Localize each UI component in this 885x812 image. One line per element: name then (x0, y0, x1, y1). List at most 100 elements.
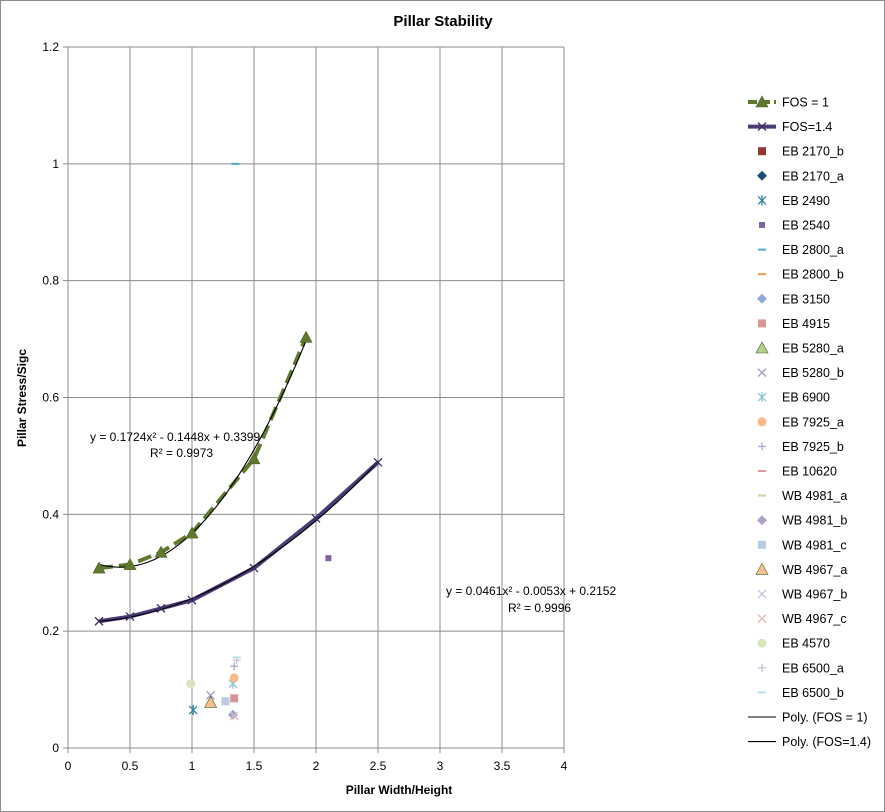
legend-item-eb-6500-b: EB 6500_b (758, 686, 844, 700)
y-tick-label: 1 (52, 157, 59, 171)
legend-item-eb-6500-a: EB 6500_a (758, 661, 844, 675)
legend-swatch-eb-5280-a (755, 341, 769, 354)
legend-item-eb-2490: EB 2490 (757, 194, 830, 208)
legend-swatch-fos-1 (755, 95, 769, 108)
point-eb-4570 (186, 679, 196, 689)
legend-swatch-wb-4967-b (757, 589, 767, 599)
point-fos-1-4 (156, 603, 166, 613)
legend-label-eb-7925-a: EB 7925_a (782, 415, 844, 429)
legend-swatch-eb-6500-a (758, 663, 766, 672)
legend-item-eb-2540: EB 2540 (759, 219, 830, 233)
point-fos-1 (123, 557, 137, 570)
point-eb-7925-b (230, 662, 239, 671)
chart-title: Pillar Stability (393, 13, 493, 30)
legend-label-eb-2170-a: EB 2170_a (782, 169, 844, 183)
x-tick-label: 2 (313, 759, 320, 773)
legend-swatch-wb-4967-a (755, 562, 769, 575)
legend-label-poly-fos-1-4: Poly. (FOS=1.4) (782, 735, 871, 749)
x-tick-label: 0 (65, 759, 72, 773)
point-fos-1-4 (311, 513, 321, 523)
point-fos-1 (154, 545, 168, 558)
legend-swatch-eb-2540 (759, 222, 765, 228)
y-tick-label: 0.6 (42, 391, 59, 405)
legend-label-eb-2540: EB 2540 (782, 219, 830, 233)
y-tick-label: 0.8 (42, 274, 59, 288)
legend-swatch-eb-7925-a (757, 417, 767, 427)
legend-item-eb-2170-b: EB 2170_b (758, 145, 844, 159)
x-tick-label: 4 (561, 759, 568, 773)
legend-swatch-fos-1-4 (757, 122, 767, 132)
trendline-r2-fos14: R² = 0.9996 (508, 601, 571, 615)
legend-label-fos-1: FOS = 1 (782, 96, 829, 110)
trendline-equation-fos14: y = 0.0461x² - 0.0053x + 0.2152 (446, 584, 616, 598)
legend-swatch-wb-4981-b (757, 515, 767, 526)
legend-label-eb-4570: EB 4570 (782, 637, 830, 651)
legend: FOS = 1 FOS=1.4 EB 2170_b EB 2170_a EB 2490 E… (748, 95, 871, 749)
legend-item-eb-4570: EB 4570 (757, 637, 830, 651)
point-fos-1 (299, 330, 313, 343)
legend-label-eb-2490: EB 2490 (782, 194, 830, 208)
point-fos-1-4 (94, 616, 104, 626)
legend-item-eb-3150: EB 3150 (757, 292, 830, 306)
x-tick-label: 2.5 (370, 759, 387, 773)
point-eb-5280-b (206, 690, 216, 700)
point-fos-1-4 (249, 563, 259, 573)
series-line-fos-1 (98, 336, 308, 571)
legend-item-wb-4967-b: WB 4967_b (757, 588, 847, 602)
point-eb-4915 (230, 694, 239, 703)
legend-label-eb-2800-b: EB 2800_b (782, 268, 844, 282)
point-wb-4967-a (204, 695, 218, 708)
legend-item-eb-10620: EB 10620 (758, 465, 837, 479)
trendline-poly-fos-1-4 (98, 461, 379, 622)
point-fos-1 (185, 526, 199, 539)
legend-label-poly-fos-1: Poly. (FOS = 1) (782, 711, 868, 725)
point-eb-2540 (325, 555, 332, 562)
legend-swatch-eb-4570 (757, 638, 767, 648)
legend-item-wb-4981-a: WB 4981_a (758, 489, 847, 503)
legend-label-eb-6500-a: EB 6500_a (782, 661, 844, 675)
y-tick-label: 0.4 (42, 507, 59, 521)
point-fos-1-4 (373, 457, 383, 467)
gridlines (68, 46, 565, 748)
legend-item-fos-1-4: FOS=1.4 (748, 120, 832, 134)
legend-item-eb-2800-a: EB 2800_a (758, 243, 844, 257)
x-tick-label: 3.5 (494, 759, 511, 773)
legend-item-fos-1: FOS = 1 (748, 95, 829, 110)
y-tick-label: 0 (52, 741, 59, 755)
legend-swatch-eb-2490 (757, 195, 767, 206)
legend-label-eb-6900: EB 6900 (782, 391, 830, 405)
legend-swatch-eb-2170-a (757, 170, 767, 181)
y-tick-label: 0.2 (42, 624, 59, 638)
point-fos-1-4 (187, 595, 197, 605)
legend-swatch-eb-6900 (757, 392, 767, 403)
legend-label-wb-4981-b: WB 4981_b (782, 514, 847, 528)
legend-swatch-eb-4915 (758, 319, 766, 328)
x-axis-title: Pillar Width/Height (346, 783, 453, 797)
y-axis-title: Pillar Stress/Sigc (15, 349, 29, 447)
legend-label-wb-4981-c: WB 4981_c (782, 538, 847, 552)
legend-label-wb-4967-c: WB 4967_c (782, 612, 847, 626)
legend-label-eb-6500-b: EB 6500_b (782, 686, 844, 700)
x-tick-label: 1.5 (246, 759, 263, 773)
legend-label-eb-10620: EB 10620 (782, 465, 837, 479)
legend-item-wb-4981-c: WB 4981_c (758, 538, 847, 552)
legend-swatch-eb-3150 (757, 293, 767, 304)
y-tick-label: 1.2 (42, 40, 59, 54)
legend-item-wb-4967-c: WB 4967_c (757, 612, 847, 626)
legend-item-wb-4967-a: WB 4967_a (755, 562, 847, 577)
legend-label-fos-1-4: FOS=1.4 (782, 120, 832, 134)
x-tick-label: 1 (189, 759, 196, 773)
legend-item-wb-4981-b: WB 4981_b (757, 514, 847, 528)
axes: 0 0.5 1 1.5 2 2.5 3 3.5 4 0 0.2 0.4 0.6 0.8 1 1.2 (42, 40, 567, 773)
legend-item-eb-2170-a: EB 2170_a (757, 169, 844, 183)
legend-label-wb-4967-a: WB 4967_a (782, 563, 847, 577)
legend-label-eb-4915: EB 4915 (782, 317, 830, 331)
legend-item-eb-2800-b: EB 2800_b (758, 268, 844, 282)
point-wb-4967-c (229, 711, 239, 721)
point-fos-1 (92, 561, 106, 574)
legend-label-eb-3150: EB 3150 (782, 292, 830, 306)
point-eb-7925-a (229, 673, 239, 683)
point-fos-1 (247, 452, 261, 465)
legend-swatch-wb-4981-c (758, 540, 766, 549)
